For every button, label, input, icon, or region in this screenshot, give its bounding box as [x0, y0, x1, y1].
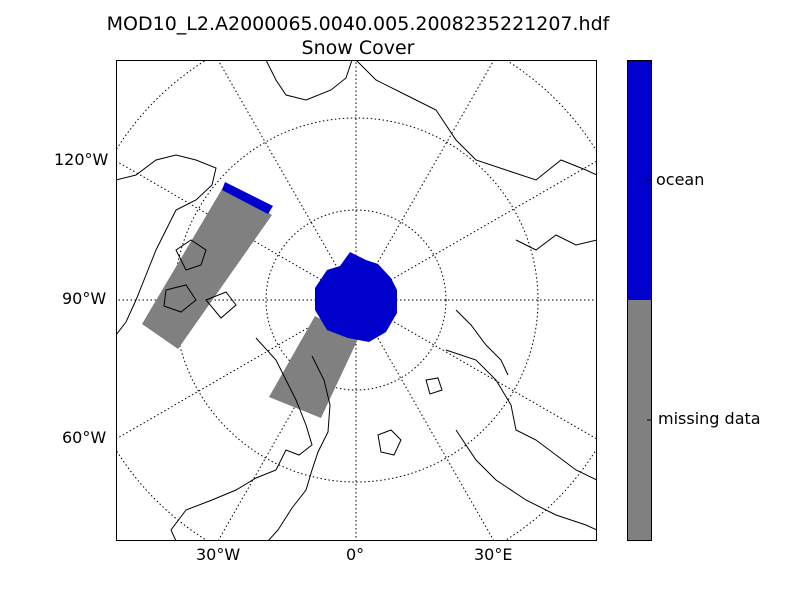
alaska-coast	[265, 60, 353, 101]
y-tick-label-120w: 120°W	[54, 150, 109, 169]
ocean-swath-strip	[222, 182, 273, 214]
svalbard	[377, 429, 402, 456]
missing-data-swaths	[142, 184, 358, 418]
franz-josef	[425, 377, 443, 395]
x-tick-label-30e: 30°E	[474, 545, 513, 564]
colorbar-border	[627, 60, 652, 541]
missing-data-swath-west	[142, 184, 272, 349]
europe-coast	[455, 429, 597, 531]
russia-inland	[515, 234, 597, 251]
missing-data-swath-center	[269, 316, 358, 418]
graticule-latitude-circles	[116, 60, 597, 541]
y-tick-label-60w: 60°W	[62, 428, 107, 447]
plot-subtitle: Snow Cover	[301, 37, 415, 59]
colorbar-label-ocean: ocean	[656, 170, 705, 189]
plot-title: MOD10_L2.A2000065.0040.005.2008235221207…	[106, 13, 610, 35]
coastlines	[116, 60, 597, 541]
arctic-islands	[163, 239, 237, 319]
map-border	[116, 60, 597, 541]
colorbar	[627, 60, 652, 541]
ocean-regions	[222, 182, 397, 342]
siberia-coast	[355, 60, 597, 181]
x-tick-label-0: 0°	[346, 545, 365, 564]
map-frame	[116, 60, 597, 541]
greenland-coast	[170, 337, 313, 541]
ocean-pole-region	[315, 252, 397, 342]
colorbar-label-missing-data: missing data	[658, 409, 761, 428]
canada-coast	[116, 154, 217, 336]
scandinavia-coast	[445, 349, 597, 481]
y-tick-label-90w: 90°W	[62, 289, 107, 308]
x-tick-label-30w: 30°W	[196, 545, 241, 564]
novaya-zemlya	[455, 309, 509, 376]
greenland-east-coast	[267, 355, 331, 541]
